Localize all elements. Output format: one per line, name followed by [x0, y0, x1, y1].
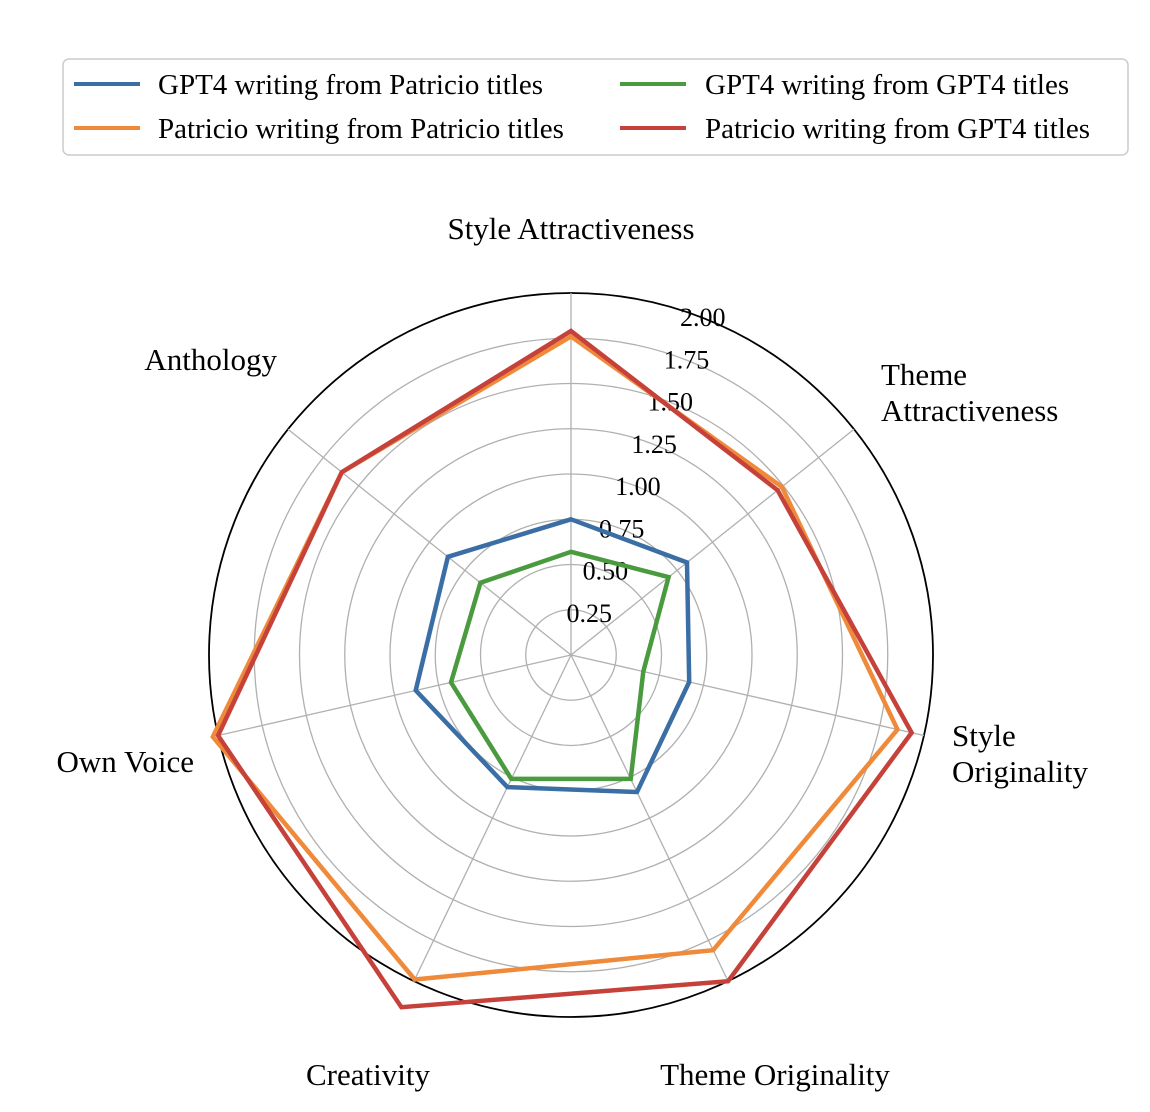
tick-label: 2.00	[680, 303, 726, 332]
tick-label: 1.75	[664, 345, 710, 374]
radial-tick-labels: 0.250.500.751.001.251.501.752.00	[566, 303, 725, 628]
axis-label-line: Style	[952, 718, 1016, 753]
axis-label-line: Attractiveness	[881, 393, 1058, 428]
legend-label-gpt4-patricio: GPT4 writing from Patricio titles	[158, 69, 543, 101]
spoke-style-originality	[570, 654, 925, 737]
legend-entry-patricio-patricio: Patricio writing from Patricio titles	[74, 113, 564, 145]
axis-label-style-attractiveness: Style Attractiveness	[447, 211, 694, 246]
axis-label-theme-attractiveness: Theme Attractiveness	[881, 357, 1058, 428]
legend-label-patricio-patricio: Patricio writing from Patricio titles	[158, 113, 564, 145]
data-point-theme-originality	[726, 979, 730, 983]
tick-label: 1.25	[631, 430, 677, 459]
axis-label-creativity: Creativity	[306, 1057, 430, 1092]
data-point-anthology	[478, 581, 483, 585]
data-point-style-attractiveness	[569, 329, 573, 333]
data-point-style-attractiveness	[569, 334, 573, 339]
axis-label-line: Originality	[952, 754, 1089, 789]
axis-label-style-originality: Style Originality	[952, 718, 1089, 789]
legend-label-patricio-gpt4: Patricio writing from GPT4 titles	[705, 113, 1090, 145]
axis-label-line: Own Voice	[57, 744, 195, 779]
data-point-theme-originality	[629, 777, 633, 781]
data-point-style-originality	[895, 727, 900, 732]
series-line-gpt4-writing-from-gpt4-titles	[448, 549, 672, 782]
data-point-own-voice	[211, 735, 215, 739]
legend-label-gpt4-gpt4: GPT4 writing from GPT4 titles	[705, 69, 1069, 101]
spoke-creativity	[413, 654, 572, 982]
legend-frame	[62, 58, 1129, 156]
data-point-style-originality	[909, 731, 914, 735]
data-point-creativity	[399, 1005, 403, 1009]
series-line-patricio-writing-from-gpt4-titles	[215, 328, 915, 1010]
spoke-anthology	[287, 428, 572, 656]
legend-entry-patricio-gpt4: Patricio writing from GPT4 titles	[620, 113, 1090, 145]
tick-label: 0.25	[566, 599, 612, 628]
radial-grid	[208, 292, 934, 1018]
data-point-theme-attractiveness	[776, 488, 780, 492]
series-gpt4-writing-from-patricio-titles	[413, 516, 692, 795]
data-point-theme-attractiveness	[667, 575, 671, 579]
spoke-own-voice	[217, 654, 572, 737]
data-series	[210, 328, 915, 1010]
data-point-theme-attractiveness	[685, 560, 689, 565]
series-patricio-writing-from-gpt4-titles	[215, 328, 915, 1010]
series-gpt4-writing-from-gpt4-titles	[448, 549, 672, 782]
data-point-creativity	[509, 777, 513, 781]
axis-label-line: Theme	[881, 357, 967, 392]
spoke-theme-attractiveness	[570, 428, 855, 656]
tick-label: 1.50	[648, 388, 694, 417]
data-point-creativity	[505, 785, 509, 789]
data-point-theme-originality	[711, 948, 715, 952]
data-point-anthology	[446, 555, 450, 559]
data-point-own-voice	[449, 680, 453, 684]
data-point-style-attractiveness	[569, 517, 573, 521]
legend-entry-gpt4-gpt4: GPT4 writing from GPT4 titles	[620, 69, 1069, 101]
tick-label: 1.00	[615, 472, 661, 501]
series-line-gpt4-writing-from-patricio-titles	[413, 516, 692, 795]
data-point-theme-attractiveness	[780, 485, 784, 489]
axis-label-anthology: Anthology	[144, 342, 277, 377]
axis-label-theme-originality: Theme Originality	[660, 1057, 890, 1092]
legend: GPT4 writing from Patricio titles Patric…	[62, 58, 1129, 156]
data-point-own-voice	[414, 688, 418, 693]
legend-entry-gpt4-patricio: GPT4 writing from Patricio titles	[74, 69, 543, 101]
data-point-creativity	[413, 977, 417, 982]
axis-label-line: Anthology	[144, 342, 277, 377]
data-point-style-attractiveness	[569, 550, 573, 554]
spoke-theme-originality	[570, 654, 729, 982]
data-point-style-originality	[687, 680, 691, 684]
data-point-own-voice	[216, 733, 220, 738]
data-point-style-originality	[641, 669, 645, 674]
data-point-anthology	[340, 470, 344, 474]
axis-label-line: Theme Originality	[660, 1057, 890, 1092]
data-point-theme-originality	[635, 790, 639, 794]
axis-label-line: Style Attractiveness	[447, 211, 694, 246]
axis-label-own-voice: Own Voice	[57, 744, 195, 779]
axis-label-line: Creativity	[306, 1057, 430, 1092]
